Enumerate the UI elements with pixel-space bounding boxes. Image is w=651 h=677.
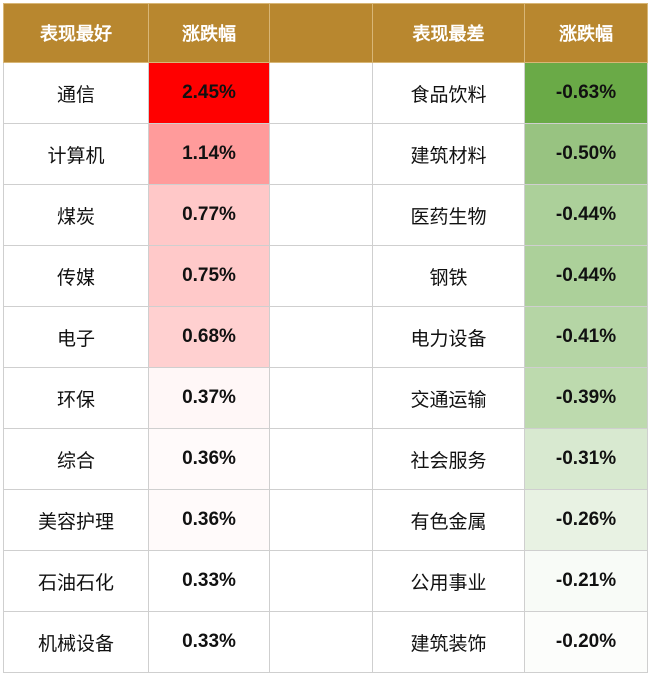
best-sector-change: 0.33% xyxy=(148,550,270,612)
best-sector-change: 0.37% xyxy=(148,367,270,429)
worst-sector-change: -0.44% xyxy=(524,184,648,246)
table-row: 煤炭 0.77% 医药生物 -0.44% xyxy=(3,184,648,246)
header-row: 表现最好 涨跌幅 表现最差 涨跌幅 xyxy=(3,3,648,63)
table-row: 环保 0.37% 交通运输 -0.39% xyxy=(3,367,648,429)
best-sector-change: 0.68% xyxy=(148,306,270,368)
row-gap xyxy=(269,550,373,612)
worst-sector-name: 医药生物 xyxy=(372,184,525,246)
table-row: 美容护理 0.36% 有色金属 -0.26% xyxy=(3,489,648,551)
worst-sector-change: -0.41% xyxy=(524,306,648,368)
worst-sector-change: -0.50% xyxy=(524,123,648,185)
best-sector-change: 0.77% xyxy=(148,184,270,246)
row-gap xyxy=(269,489,373,551)
table-row: 机械设备 0.33% 建筑装饰 -0.20% xyxy=(3,611,648,673)
best-sector-name: 美容护理 xyxy=(3,489,149,551)
best-sector-change: 0.36% xyxy=(148,428,270,490)
best-sector-name: 煤炭 xyxy=(3,184,149,246)
worst-sector-name: 公用事业 xyxy=(372,550,525,612)
best-sector-change: 0.75% xyxy=(148,245,270,307)
worst-sector-name: 交通运输 xyxy=(372,367,525,429)
sector-performance-table: 表现最好 涨跌幅 表现最差 涨跌幅 通信 2.45% 食品饮料 -0.63% 计算机 1.… xyxy=(3,3,648,673)
worst-sector-name: 电力设备 xyxy=(372,306,525,368)
row-gap xyxy=(269,428,373,490)
row-gap xyxy=(269,62,373,124)
worst-sector-name: 建筑材料 xyxy=(372,123,525,185)
best-sector-name: 电子 xyxy=(3,306,149,368)
best-sector-name: 传媒 xyxy=(3,245,149,307)
worst-sector-name: 建筑装饰 xyxy=(372,611,525,673)
best-name-header: 表现最好 xyxy=(3,3,149,63)
worst-sector-name: 食品饮料 xyxy=(372,62,525,124)
best-change-header: 涨跌幅 xyxy=(148,3,270,63)
worst-sector-change: -0.63% xyxy=(524,62,648,124)
row-gap xyxy=(269,184,373,246)
table-row: 电子 0.68% 电力设备 -0.41% xyxy=(3,306,648,368)
worst-sector-change: -0.20% xyxy=(524,611,648,673)
worst-sector-name: 钢铁 xyxy=(372,245,525,307)
table-row: 传媒 0.75% 钢铁 -0.44% xyxy=(3,245,648,307)
best-sector-change: 2.45% xyxy=(148,62,270,124)
row-gap xyxy=(269,367,373,429)
best-sector-name: 通信 xyxy=(3,62,149,124)
worst-sector-name: 社会服务 xyxy=(372,428,525,490)
row-gap xyxy=(269,306,373,368)
best-sector-name: 综合 xyxy=(3,428,149,490)
worst-sector-change: -0.21% xyxy=(524,550,648,612)
best-sector-name: 环保 xyxy=(3,367,149,429)
row-gap xyxy=(269,611,373,673)
table-row: 石油石化 0.33% 公用事业 -0.21% xyxy=(3,550,648,612)
worst-change-header: 涨跌幅 xyxy=(524,3,648,63)
row-gap xyxy=(269,245,373,307)
table-row: 通信 2.45% 食品饮料 -0.63% xyxy=(3,62,648,124)
best-sector-change: 0.33% xyxy=(148,611,270,673)
best-sector-name: 机械设备 xyxy=(3,611,149,673)
best-sector-change: 0.36% xyxy=(148,489,270,551)
header-gap xyxy=(269,3,373,63)
worst-sector-change: -0.44% xyxy=(524,245,648,307)
best-sector-change: 1.14% xyxy=(148,123,270,185)
row-gap xyxy=(269,123,373,185)
worst-name-header: 表现最差 xyxy=(372,3,525,63)
table-row: 综合 0.36% 社会服务 -0.31% xyxy=(3,428,648,490)
worst-sector-name: 有色金属 xyxy=(372,489,525,551)
best-sector-name: 计算机 xyxy=(3,123,149,185)
worst-sector-change: -0.31% xyxy=(524,428,648,490)
worst-sector-change: -0.39% xyxy=(524,367,648,429)
worst-sector-change: -0.26% xyxy=(524,489,648,551)
table-row: 计算机 1.14% 建筑材料 -0.50% xyxy=(3,123,648,185)
best-sector-name: 石油石化 xyxy=(3,550,149,612)
